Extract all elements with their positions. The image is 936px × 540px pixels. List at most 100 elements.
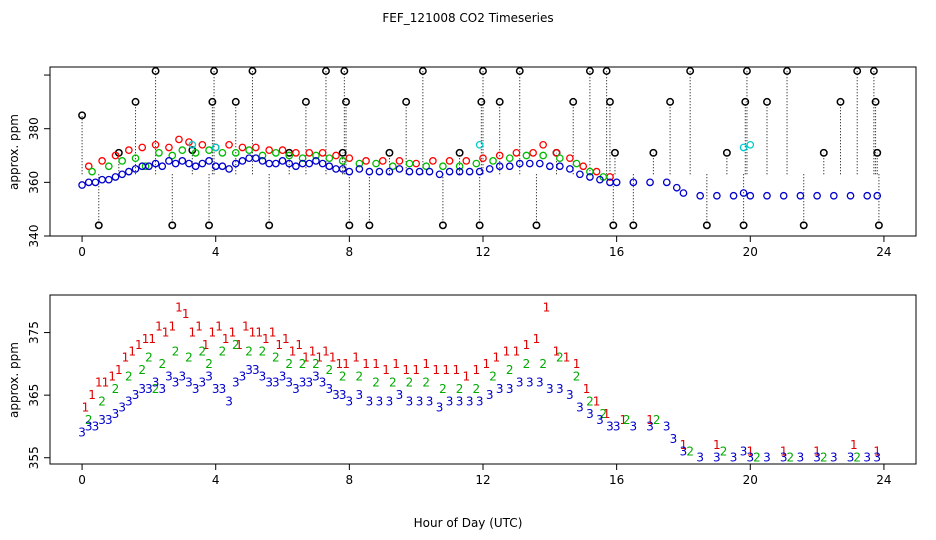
outlier-point <box>340 67 349 75</box>
data-point-label: 1 <box>402 363 410 377</box>
top-x-tick-label: 4 <box>212 245 220 259</box>
data-point-label: 3 <box>205 369 213 383</box>
data-point <box>185 159 193 168</box>
data-point-label: 2 <box>145 351 153 365</box>
data-point-label: 2 <box>599 407 607 421</box>
data-point <box>525 159 534 168</box>
data-point-label: 3 <box>319 376 327 390</box>
data-point-label: 1 <box>850 438 858 452</box>
data-point-label: 3 <box>259 369 267 383</box>
data-point-label: 3 <box>516 376 524 390</box>
data-point-label: 3 <box>272 376 280 390</box>
data-point-label: 2 <box>98 394 106 408</box>
data-point-label: 1 <box>142 332 150 346</box>
data-point-label: 1 <box>646 413 654 427</box>
data-point-label: 2 <box>406 376 414 390</box>
data-point-label: 3 <box>466 394 474 408</box>
data-point-label: 1 <box>128 344 136 358</box>
outlier-point <box>702 221 711 230</box>
data-point <box>779 191 788 200</box>
top-x-tick-label: 20 <box>743 245 758 259</box>
data-point-label: 3 <box>630 419 638 433</box>
data-point <box>729 191 738 200</box>
data-point <box>258 157 267 165</box>
data-point <box>312 151 320 160</box>
data-point <box>345 154 354 163</box>
data-point <box>124 146 133 155</box>
data-point-label: 1 <box>282 332 290 346</box>
data-point-label: 3 <box>145 382 153 396</box>
data-point <box>225 165 233 173</box>
data-point <box>251 143 260 152</box>
data-point-label: 2 <box>185 351 193 365</box>
outlier-point <box>739 221 748 230</box>
bottom-y-tick-label: 375 <box>27 321 41 344</box>
data-point-label: 1 <box>108 369 116 383</box>
data-point <box>746 140 755 149</box>
data-point <box>305 159 314 168</box>
data-point-label: 3 <box>426 394 434 408</box>
data-point <box>576 170 584 179</box>
data-point <box>405 159 414 168</box>
data-point-label: 3 <box>596 413 604 427</box>
data-point <box>579 162 588 171</box>
data-point-label: 1 <box>235 338 243 352</box>
data-point <box>178 157 187 165</box>
data-point <box>305 148 314 157</box>
data-point <box>479 154 487 163</box>
data-point <box>672 183 681 192</box>
outlier-point <box>208 97 217 106</box>
data-point-label: 1 <box>553 344 561 358</box>
data-point-label: 1 <box>352 351 360 365</box>
data-point-label: 2 <box>422 376 430 390</box>
data-point <box>91 178 100 187</box>
data-point-label: 1 <box>392 357 400 371</box>
data-point-label: 1 <box>563 351 571 365</box>
bottom-x-tick-label: 4 <box>212 473 220 487</box>
data-point-label: 3 <box>239 369 247 383</box>
data-point-label: 3 <box>312 369 320 383</box>
data-point-label: 1 <box>873 444 881 458</box>
data-point-label: 3 <box>780 451 788 465</box>
data-point-label: 3 <box>556 382 564 396</box>
data-point-label: 2 <box>573 369 581 383</box>
data-point-label: 2 <box>787 451 795 465</box>
data-point <box>495 162 504 171</box>
outlier-point <box>515 67 524 75</box>
data-point-label: 1 <box>422 357 430 371</box>
data-point-label: 1 <box>593 394 601 408</box>
outlier-point <box>345 221 354 230</box>
outlier-point <box>602 67 611 75</box>
data-point-label: 2 <box>372 376 380 390</box>
data-point <box>312 157 320 165</box>
data-point <box>338 157 347 165</box>
data-point-label: 2 <box>389 376 397 390</box>
data-point-label: 2 <box>720 444 728 458</box>
data-point-label: 1 <box>255 326 263 340</box>
outlier-point <box>131 97 140 106</box>
data-point-label: 1 <box>342 357 350 371</box>
data-point-label: 1 <box>382 363 390 377</box>
data-point <box>225 140 233 149</box>
data-point <box>713 191 721 200</box>
data-point <box>435 170 444 179</box>
data-point <box>646 178 654 187</box>
chart-title: FEF_121008 CO2 Timeseries <box>382 11 553 25</box>
data-point-label: 1 <box>302 351 310 365</box>
data-point <box>378 157 387 165</box>
outlier-point <box>168 221 177 230</box>
data-point-label: 1 <box>472 363 480 377</box>
data-point-label: 2 <box>472 382 480 396</box>
data-point-label: 2 <box>272 351 280 365</box>
data-point <box>98 157 106 165</box>
data-point-label: 3 <box>225 394 233 408</box>
data-point-label: 3 <box>456 394 464 408</box>
data-point <box>155 148 163 157</box>
data-point <box>395 165 404 173</box>
data-point <box>104 175 113 184</box>
data-point-label: 2 <box>439 382 447 396</box>
data-point-label: 1 <box>229 326 237 340</box>
data-point <box>171 159 180 168</box>
data-point-label: 1 <box>483 357 491 371</box>
data-point-label: 1 <box>362 357 370 371</box>
